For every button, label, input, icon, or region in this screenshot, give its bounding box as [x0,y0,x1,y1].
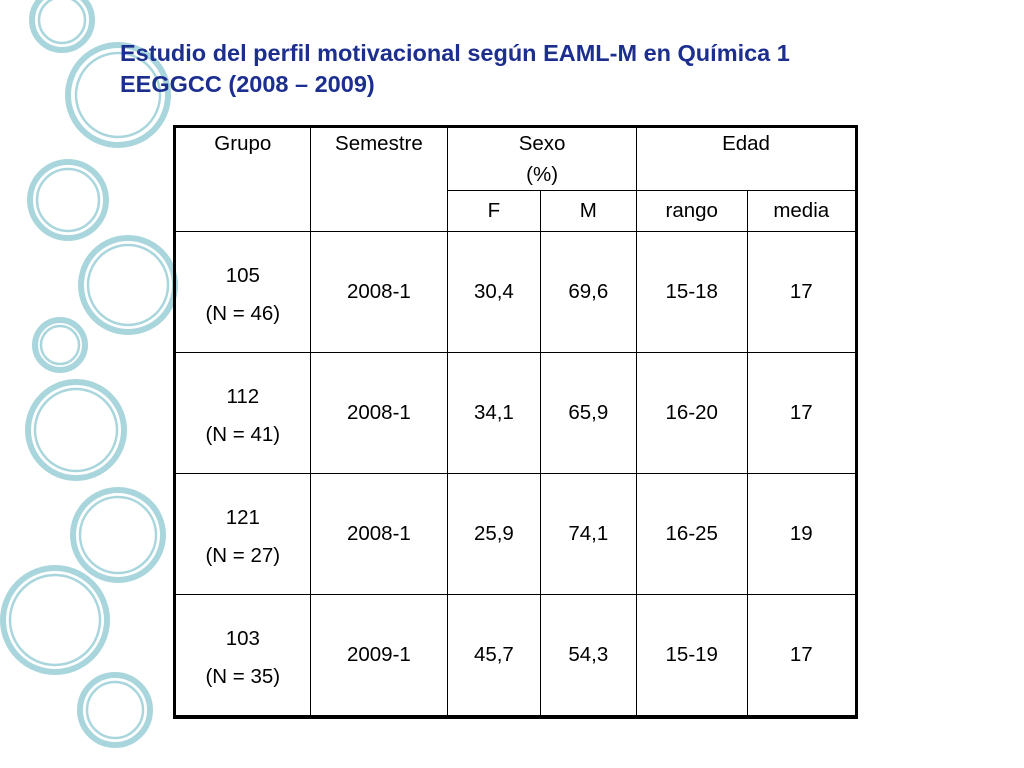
cell-media: 19 [746,473,857,595]
header-sexo-unit: (%) [526,163,559,186]
decorative-circles [0,0,178,748]
cell-grupo: 105 (N = 46) [174,231,311,353]
header-row: Grupo Semestre Sexo (%) Edad [174,126,857,232]
cell-media: 17 [746,594,857,718]
grupo-number: 121 [225,506,260,529]
cell-m: 54,3 [539,594,638,718]
cell-m: 69,6 [539,231,638,353]
grupo-number: 103 [225,627,260,650]
cell-f: 25,9 [447,473,541,595]
title-line-1: Estudio del perfil motivacional según EA… [120,40,790,66]
table-row: 103 (N = 35) 2009-1 45,7 54,3 15-19 17 [174,594,857,718]
grupo-n: (N = 27) [205,544,281,567]
table-row: 121 (N = 27) 2008-1 25,9 74,1 16-25 19 [174,473,857,595]
cell-rango: 16-25 [636,473,748,595]
cell-semestre: 2008-1 [309,352,449,474]
grupo-n: (N = 35) [205,665,281,688]
cell-f: 45,7 [447,594,541,718]
header-semestre: Semestre [309,126,449,232]
cell-f: 30,4 [447,231,541,353]
grupo-n: (N = 46) [205,302,281,325]
grupo-number: 112 [226,385,260,408]
slide-title: Estudio del perfil motivacional según EA… [120,38,1000,100]
header-rango: rango [636,190,748,232]
header-media: media [746,190,857,232]
cell-f: 34,1 [447,352,541,474]
data-table: Grupo Semestre Sexo (%) Edad F M rango m… [173,125,858,719]
title-line-2: EEGGCC (2008 – 2009) [120,71,375,97]
cell-rango: 15-19 [636,594,748,718]
cell-grupo: 112 (N = 41) [174,352,311,474]
cell-media: 17 [746,352,857,474]
header-grupo: Grupo [174,126,311,232]
cell-rango: 16-20 [636,352,748,474]
header-m: M [539,190,638,232]
cell-grupo: 121 (N = 27) [174,473,311,595]
header-sexo-label: Sexo [518,132,566,155]
cell-m: 65,9 [539,352,638,474]
header-sexo: Sexo (%) [447,126,638,191]
cell-semestre: 2009-1 [309,594,449,718]
grupo-number: 105 [225,264,260,287]
cell-rango: 15-18 [636,231,748,353]
table-row: 105 (N = 46) 2008-1 30,4 69,6 15-18 17 [174,231,857,353]
grupo-n: (N = 41) [205,423,281,446]
header-edad: Edad [636,126,857,191]
cell-semestre: 2008-1 [309,473,449,595]
table-row: 112 (N = 41) 2008-1 34,1 65,9 16-20 17 [174,352,857,474]
cell-grupo: 103 (N = 35) [174,594,311,718]
cell-media: 17 [746,231,857,353]
cell-m: 74,1 [539,473,638,595]
header-f: F [447,190,541,232]
subheader-row: F M rango media [175,190,857,232]
cell-semestre: 2008-1 [309,231,449,353]
